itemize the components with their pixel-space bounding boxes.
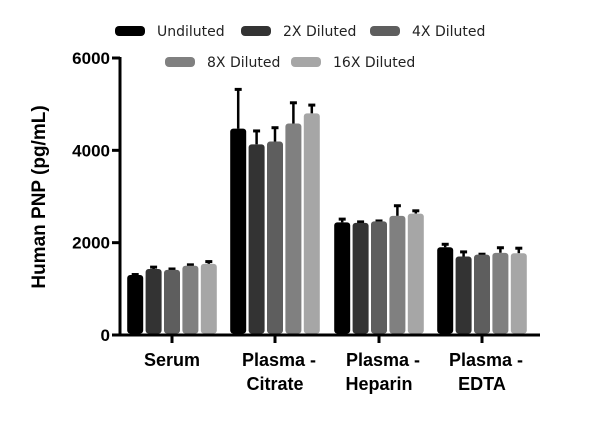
bar	[352, 222, 369, 334]
legend-swatch	[291, 57, 321, 67]
x-tick-label: Plasma -	[346, 350, 420, 370]
legend-swatch	[165, 57, 195, 67]
legend-swatch	[241, 26, 271, 36]
x-tick-label: Serum	[144, 350, 200, 370]
bar	[248, 144, 265, 334]
bar	[407, 213, 424, 334]
bar	[145, 268, 162, 334]
legend: Undiluted 2X Diluted 4X Diluted 8X Diluted 1…	[115, 24, 485, 71]
bar	[230, 128, 247, 334]
bar	[371, 221, 387, 334]
legend-swatch	[370, 26, 400, 36]
y-tick-label: 4000	[72, 141, 110, 160]
legend-label: 8X Diluted	[207, 55, 280, 71]
legend-label: 4X Diluted	[412, 24, 485, 40]
x-tick-label: Plasma -	[242, 350, 316, 370]
x-tick-label: Plasma -	[449, 350, 523, 370]
bars	[127, 87, 527, 334]
y-axis-label: Human PNP (pg/mL)	[29, 105, 50, 288]
bar	[510, 253, 527, 334]
bar	[334, 222, 351, 334]
bar	[389, 215, 406, 334]
bar	[437, 247, 454, 334]
legend-swatch	[115, 26, 145, 36]
y-tick-label: 2000	[72, 234, 110, 253]
x-tick-label: EDTA	[458, 374, 506, 394]
y-axis: 0 2000 4000 6000	[72, 49, 122, 345]
bar	[182, 265, 199, 334]
bar	[200, 263, 217, 334]
y-tick-label: 6000	[72, 49, 110, 68]
legend-label: Undiluted	[157, 24, 225, 40]
bar	[492, 252, 509, 334]
x-axis: Serum Plasma - Citrate Plasma - Heparin Plasm…	[118, 333, 540, 394]
legend-label: 16X Diluted	[333, 55, 415, 71]
bar	[127, 274, 144, 334]
bar	[164, 269, 180, 334]
y-tick-label: 0	[101, 326, 110, 345]
bar	[267, 141, 283, 334]
bar	[474, 254, 490, 334]
bar	[455, 256, 472, 334]
bar	[303, 113, 320, 334]
x-tick-label: Heparin	[345, 374, 412, 394]
legend-label: 2X Diluted	[283, 24, 356, 40]
x-tick-label: Citrate	[246, 374, 303, 394]
bar	[285, 123, 302, 334]
